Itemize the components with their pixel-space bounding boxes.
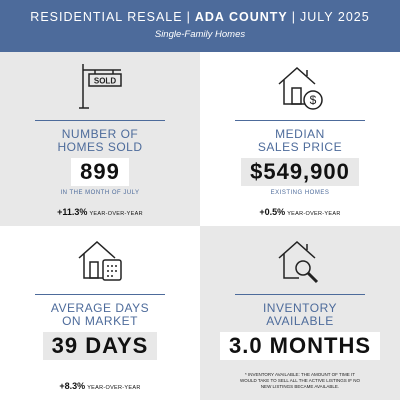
heading-line: HOMES SOLD — [57, 140, 143, 154]
note: IN THE MONTH OF JULY — [60, 190, 140, 196]
divider — [35, 120, 165, 121]
heading-line: MEDIAN — [275, 127, 325, 141]
title-left: RESIDENTIAL RESALE — [30, 10, 183, 24]
house-search-icon — [278, 240, 319, 284]
heading: NUMBER OF HOMES SOLD — [0, 128, 200, 154]
divider — [235, 120, 365, 121]
house-calendar-icon — [78, 240, 122, 281]
change-label: YEAR-OVER-YEAR — [89, 211, 143, 217]
change-value: +11.3% — [57, 207, 88, 217]
house-dollar-icon: $ — [278, 66, 323, 110]
divider — [35, 294, 165, 295]
change: +0.5% YEAR-OVER-YEAR — [200, 202, 400, 220]
title-bold: ADA COUNTY — [194, 10, 288, 24]
heading: AVERAGE DAYS ON MARKET — [0, 302, 200, 328]
title-right: JULY 2025 — [299, 10, 370, 24]
heading-line: AVAILABLE — [266, 314, 334, 328]
header: RESIDENTIAL RESALE | ADA COUNTY | JULY 2025 … — [0, 0, 400, 52]
heading-line: AVERAGE DAYS — [50, 301, 150, 315]
change-label: YEAR-OVER-YEAR — [287, 211, 341, 217]
separator: | — [186, 10, 191, 24]
value: 39 DAYS — [42, 332, 158, 360]
title: RESIDENTIAL RESALE | ADA COUNTY | JULY 2025 — [0, 10, 400, 24]
divider — [235, 294, 365, 295]
change-value: +8.3% — [59, 381, 86, 391]
value: 3.0 MONTHS — [219, 332, 381, 360]
heading: MEDIAN SALES PRICE — [200, 128, 400, 154]
separator: | — [291, 10, 296, 24]
svg-text:$: $ — [310, 93, 317, 107]
sign-text: SOLD — [94, 77, 116, 86]
subtitle: Single-Family Homes — [154, 29, 246, 40]
heading-line: INVENTORY — [262, 301, 338, 315]
change-value: +0.5% — [259, 207, 286, 217]
heading-line: SALES PRICE — [257, 140, 343, 154]
value: 899 — [71, 158, 129, 186]
change: +8.3% YEAR-OVER-YEAR — [0, 376, 200, 394]
change-label: YEAR-OVER-YEAR — [87, 385, 141, 391]
panel: INVENTORY AVAILABLE 3.0 MONTHS * INVENTOR… — [200, 226, 400, 400]
heading-line: NUMBER OF — [61, 127, 139, 141]
change: +11.3% YEAR-OVER-YEAR — [0, 202, 200, 220]
panel: $ MEDIAN SALES PRICE $549,900 EXISTING HO… — [200, 52, 400, 226]
panel: AVERAGE DAYS ON MARKET 39 DAYS +8.3% YEAR-… — [0, 226, 200, 400]
footnote: * INVENTORY AVAILABLE: THE AMOUNT OF TIM… — [239, 372, 361, 389]
note: EXISTING HOMES — [270, 190, 330, 196]
heading-line: ON MARKET — [62, 314, 138, 328]
panel: SOLD NUMBER OF HOMES SOLD 899 IN THE MONT… — [0, 52, 200, 226]
sold-sign-icon: SOLD — [79, 64, 122, 109]
heading: INVENTORY AVAILABLE — [200, 302, 400, 328]
value: $549,900 — [241, 158, 359, 186]
